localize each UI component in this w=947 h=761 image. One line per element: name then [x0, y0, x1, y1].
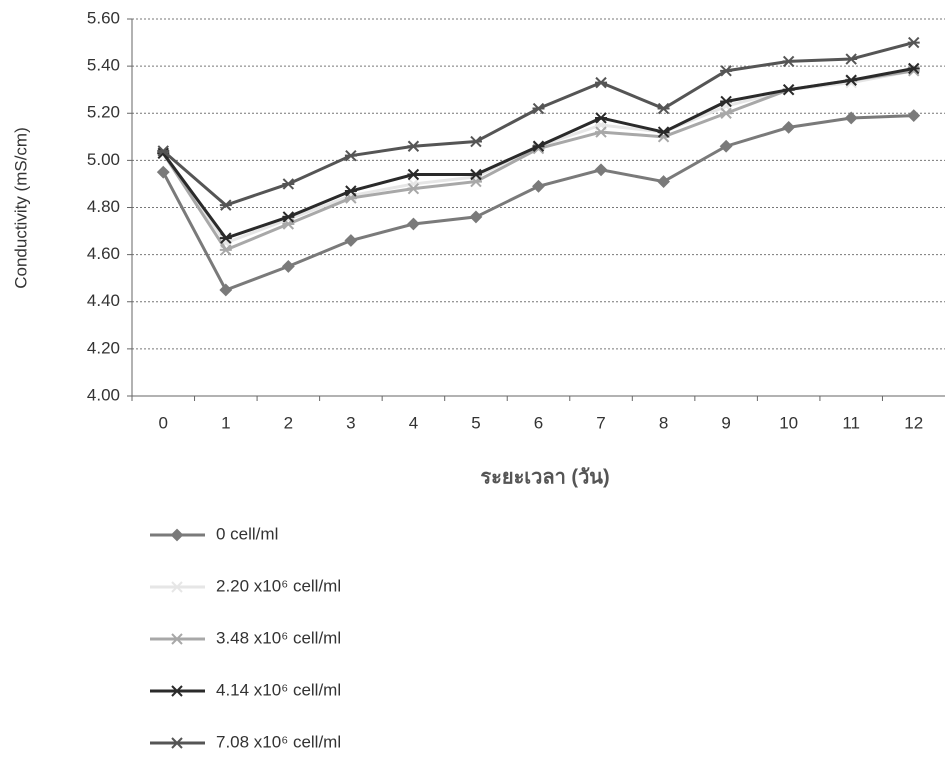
point: [534, 181, 544, 191]
y-tick-label: 5.20: [87, 103, 120, 122]
y-tick-label: 5.40: [87, 56, 120, 75]
legend-label: 3.48 x10⁶ cell/ml: [216, 628, 341, 647]
point: [783, 85, 795, 95]
x-axis-label: ระยะเวลา (วัน): [480, 466, 609, 488]
point: [471, 212, 481, 222]
point: [282, 179, 294, 189]
x-tick-label: 3: [346, 413, 355, 432]
point: [596, 165, 606, 175]
point: [720, 108, 732, 118]
point: [846, 113, 856, 123]
y-tick-label: 4.00: [87, 385, 120, 404]
point: [845, 54, 857, 64]
series-line: [163, 68, 913, 238]
legend-marker: [171, 582, 183, 592]
point: [908, 38, 920, 48]
point: [283, 261, 293, 271]
chart: Conductivity (mS/cm) ระยะเวลา (วัน) 4.00…: [0, 0, 947, 761]
x-tick-label: 0: [159, 413, 168, 432]
y-tick-label: 4.20: [87, 338, 120, 357]
point: [595, 127, 607, 137]
point: [909, 111, 919, 121]
legend-marker: [171, 738, 183, 748]
series-line: [163, 116, 913, 290]
series-line: [163, 71, 913, 243]
x-tick-label: 12: [904, 413, 923, 432]
y-tick-label: 5.00: [87, 150, 120, 169]
x-tick-label: 6: [534, 413, 543, 432]
x-tick-label: 5: [471, 413, 480, 432]
y-tick-label: 4.60: [87, 244, 120, 263]
point: [533, 104, 545, 114]
x-tick-label: 2: [284, 413, 293, 432]
x-tick-label: 8: [659, 413, 668, 432]
y-axis-label: Conductivity (mS/cm): [11, 127, 30, 289]
x-tick-label: 4: [409, 413, 418, 432]
legend-marker: [171, 634, 183, 644]
legend-marker: [171, 686, 183, 696]
point: [220, 200, 232, 210]
y-tick-label: 4.40: [87, 291, 120, 310]
y-tick-label: 5.60: [87, 8, 120, 27]
point: [346, 235, 356, 245]
point: [407, 141, 419, 151]
point: [784, 122, 794, 132]
legend-label: 4.14 x10⁶ cell/ml: [216, 680, 341, 699]
legend-label: 2.20 x10⁶ cell/ml: [216, 576, 341, 595]
point: [470, 137, 482, 147]
point: [595, 78, 607, 88]
x-tick-label: 11: [842, 413, 860, 432]
point: [658, 104, 670, 114]
point: [783, 56, 795, 66]
legend-label: 7.08 x10⁶ cell/ml: [216, 732, 341, 751]
x-tick-label: 9: [721, 413, 730, 432]
legend-label: 0 cell/ml: [216, 524, 278, 543]
point: [408, 219, 418, 229]
x-tick-label: 1: [221, 413, 230, 432]
point: [220, 245, 232, 255]
point: [407, 170, 419, 180]
y-tick-label: 4.80: [87, 197, 120, 216]
x-tick-label: 10: [779, 413, 798, 432]
point: [720, 66, 732, 76]
point: [595, 113, 607, 123]
point: [345, 151, 357, 161]
legend-marker: [172, 530, 182, 540]
x-tick-label: 7: [596, 413, 605, 432]
